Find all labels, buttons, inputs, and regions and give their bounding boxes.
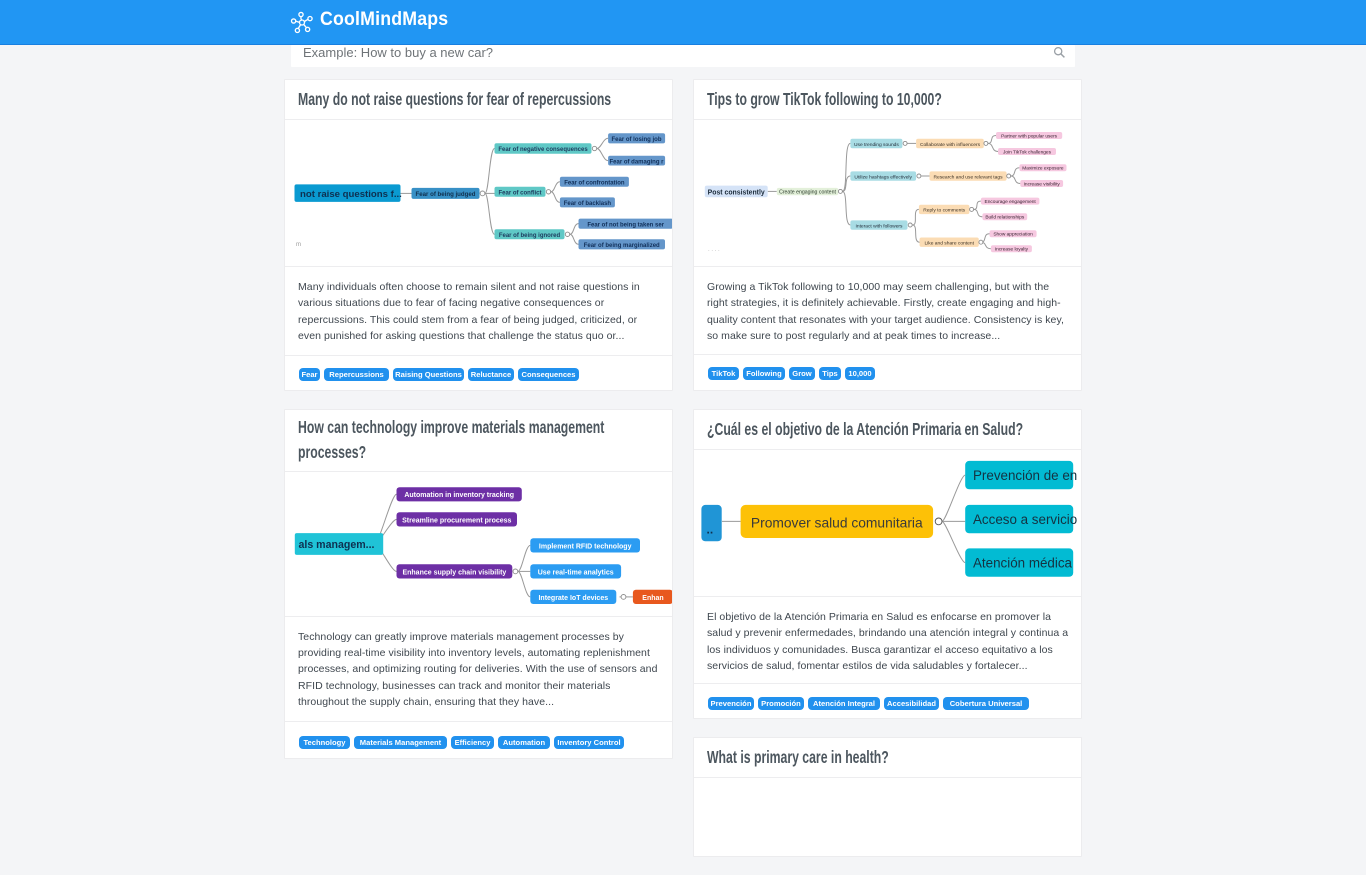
- svg-text:Atención médica: Atención médica: [973, 556, 1073, 571]
- svg-text:Utilize hashtags effectively: Utilize hashtags effectively: [854, 174, 912, 180]
- svg-text:Collaborate with influencers: Collaborate with influencers: [920, 142, 981, 148]
- svg-text:Interact with followers: Interact with followers: [855, 223, 903, 229]
- svg-text:Fear of losing job: Fear of losing job: [611, 137, 661, 143]
- svg-text:Fear of being judged: Fear of being judged: [416, 191, 476, 198]
- svg-text:Increase loyalty: Increase loyalty: [995, 247, 1029, 253]
- svg-text:Streamline procurement process: Streamline procurement process: [402, 517, 511, 524]
- svg-text:Create engaging content: Create engaging content: [779, 189, 836, 195]
- svg-text:Automation in inventory tracki: Automation in inventory tracking: [404, 492, 514, 499]
- svg-text:Show appreciation: Show appreciation: [993, 232, 1033, 238]
- svg-text:..: ..: [707, 523, 714, 537]
- svg-text:Fear of damaging r: Fear of damaging r: [609, 159, 664, 165]
- svg-text:Fear of being marginalized: Fear of being marginalized: [584, 243, 660, 249]
- svg-text:Fear of not being taken ser: Fear of not being taken ser: [587, 223, 664, 229]
- svg-text:Fear of backlash: Fear of backlash: [564, 201, 612, 207]
- svg-text:Prevención de en: Prevención de en: [973, 468, 1077, 483]
- svg-text:Implement RFID technology: Implement RFID technology: [539, 543, 632, 550]
- svg-text:Reply to comments: Reply to comments: [923, 208, 965, 214]
- svg-text:Maximize exposure: Maximize exposure: [1022, 166, 1064, 172]
- svg-text:Acceso a servicio: Acceso a servicio: [973, 512, 1077, 527]
- svg-text:Enhance supply chain visibilit: Enhance supply chain visibility: [402, 569, 506, 576]
- svg-text:m: m: [296, 242, 301, 248]
- svg-text:Use trending sounds: Use trending sounds: [854, 142, 899, 148]
- svg-text:Increase visibility: Increase visibility: [1024, 181, 1061, 187]
- svg-text:Fear of negative consequences: Fear of negative consequences: [498, 147, 588, 153]
- svg-text:Integrate IoT devices: Integrate IoT devices: [538, 594, 608, 601]
- svg-text:Post consistently: Post consistently: [708, 190, 765, 197]
- svg-text:Enhan: Enhan: [642, 594, 663, 601]
- svg-text:als managem...: als managem...: [299, 539, 375, 551]
- svg-text:Fear of confrontation: Fear of confrontation: [564, 181, 625, 187]
- svg-text:Research and use relevant tags: Research and use relevant tags: [933, 174, 1003, 180]
- svg-text:Fear of conflict: Fear of conflict: [498, 191, 541, 197]
- svg-text:Promover salud comunitaria: Promover salud comunitaria: [751, 515, 923, 530]
- svg-text:Partner with popular users: Partner with popular users: [1001, 133, 1058, 139]
- svg-text:. . . .: . . . .: [708, 247, 720, 253]
- svg-text:Build relationships: Build relationships: [985, 215, 1025, 221]
- svg-text:Encourage engagement: Encourage engagement: [985, 199, 1037, 205]
- svg-text:Fear of being ignored: Fear of being ignored: [499, 233, 561, 239]
- svg-text:Use real-time analytics: Use real-time analytics: [538, 569, 614, 576]
- svg-text:Like and share content: Like and share content: [924, 241, 974, 247]
- svg-text:Join TikTok challenges: Join TikTok challenges: [1003, 149, 1052, 155]
- svg-text:not raise questions f...: not raise questions f...: [300, 189, 402, 200]
